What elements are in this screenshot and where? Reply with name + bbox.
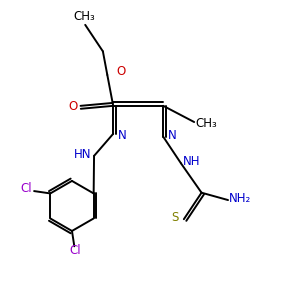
- Text: Cl: Cl: [20, 182, 32, 195]
- Text: N: N: [118, 129, 126, 142]
- Text: HN: HN: [74, 148, 92, 161]
- Text: CH₃: CH₃: [196, 117, 217, 130]
- Text: NH: NH: [183, 155, 201, 168]
- Text: O: O: [68, 100, 77, 113]
- Text: CH₃: CH₃: [73, 10, 94, 23]
- Text: Cl: Cl: [69, 244, 81, 257]
- Text: N: N: [168, 129, 176, 142]
- Text: O: O: [116, 65, 125, 79]
- Text: NH₂: NH₂: [229, 192, 251, 205]
- Text: S: S: [171, 211, 178, 224]
